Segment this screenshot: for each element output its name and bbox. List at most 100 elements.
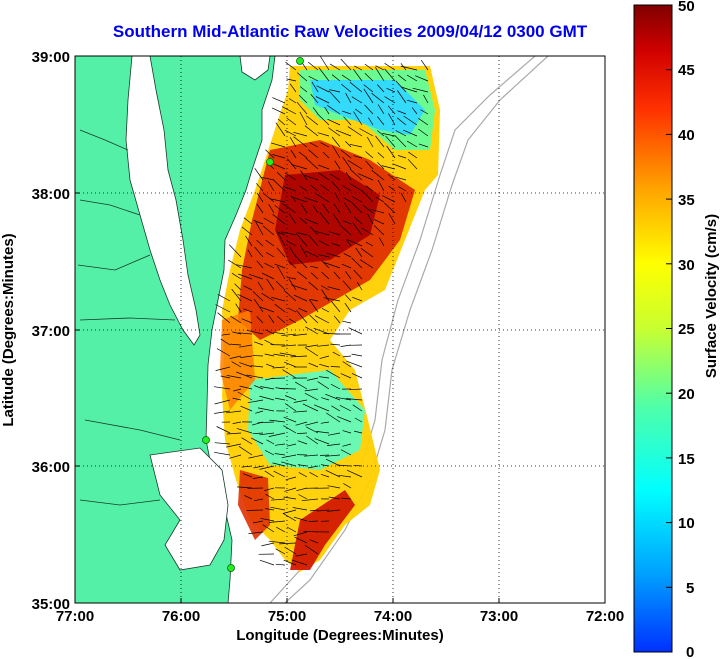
velocity-vector <box>345 271 352 280</box>
velocity-vector <box>262 192 275 203</box>
velocity-vector <box>406 74 418 82</box>
velocity-vector <box>272 214 286 225</box>
velocity-vector <box>353 464 363 467</box>
colorbar-tick-label: 15 <box>678 451 695 468</box>
velocity-vector <box>236 428 253 434</box>
velocity-vector <box>352 222 363 236</box>
velocity-vector <box>386 145 396 159</box>
velocity-vector <box>312 107 319 115</box>
velocity-vector <box>387 174 396 181</box>
velocity-vector <box>377 179 385 192</box>
velocity-vector <box>408 151 418 159</box>
velocity-vector <box>268 204 275 214</box>
velocity-vector <box>321 397 330 401</box>
velocity-vector <box>309 471 319 478</box>
velocity-vector <box>293 131 308 137</box>
velocity-vector <box>289 137 297 148</box>
velocity-vector <box>307 61 319 71</box>
field-west-orange <box>220 310 255 410</box>
velocity-vector <box>288 278 297 291</box>
velocity-vector <box>281 106 297 115</box>
velocity-vector <box>321 289 330 302</box>
velocity-vector <box>316 85 330 93</box>
velocity-vector <box>406 140 418 148</box>
velocity-vector <box>309 539 319 544</box>
velocity-vector <box>237 293 253 302</box>
velocity-vector <box>329 63 341 71</box>
velocity-vector <box>320 285 330 291</box>
velocity-vector <box>256 239 264 247</box>
velocity-vector <box>309 509 319 512</box>
velocity-vector <box>239 344 253 348</box>
velocity-vector <box>264 449 275 456</box>
velocity-vector <box>342 430 352 434</box>
x-tick-label: 74:00 <box>374 608 412 625</box>
velocity-vector <box>353 269 363 280</box>
velocity-vector <box>268 314 275 324</box>
station-marker <box>296 57 304 65</box>
velocity-vector <box>398 186 407 192</box>
velocity-vector <box>327 286 341 291</box>
velocity-vector <box>342 355 352 358</box>
velocity-vector <box>328 90 341 104</box>
velocity-vector <box>341 74 352 82</box>
velocity-vector <box>277 265 286 280</box>
velocity-vector <box>392 163 407 170</box>
velocity-vector <box>300 203 308 214</box>
velocity-vector <box>237 486 253 489</box>
velocity-vector <box>365 241 374 247</box>
velocity-vector <box>305 421 319 426</box>
velocity-vector <box>400 86 418 93</box>
velocity-vector <box>217 312 231 324</box>
pamlico-sound <box>149 447 229 571</box>
velocity-vector <box>281 231 297 236</box>
velocity-vector <box>304 218 319 225</box>
velocity-vector <box>304 125 319 137</box>
velocity-vector <box>330 383 341 390</box>
velocity-vector <box>216 426 231 434</box>
velocity-vector <box>299 111 308 126</box>
map-title: Southern Mid-Atlantic Raw Velocities 200… <box>112 22 588 41</box>
velocity-vector <box>259 432 275 436</box>
velocity-vector <box>309 142 319 148</box>
velocity-vector <box>246 374 264 379</box>
velocity-vector <box>377 116 385 126</box>
velocity-vector <box>420 59 429 71</box>
velocity-vector <box>274 263 286 269</box>
velocity-vector <box>328 496 341 500</box>
colorbar-tick-label: 25 <box>678 321 695 338</box>
velocity-vector <box>282 203 297 214</box>
velocity-vector <box>352 296 363 302</box>
velocity-vector <box>363 88 374 104</box>
velocity-vector <box>266 252 275 258</box>
velocity-vector <box>287 307 297 313</box>
velocity-vector <box>290 355 308 358</box>
velocity-vector <box>272 179 286 192</box>
velocity-vector <box>259 306 275 313</box>
velocity-vector <box>418 128 429 137</box>
velocity-vector <box>279 388 297 390</box>
velocity-vector <box>276 315 286 324</box>
velocity-vector <box>255 410 264 414</box>
velocity-vector <box>347 126 363 137</box>
velocity-vector <box>319 355 330 359</box>
velocity-vector <box>272 97 286 104</box>
velocity-vector <box>253 341 264 346</box>
velocity-vector <box>366 213 374 225</box>
velocity-vector <box>308 520 319 522</box>
velocity-vector <box>326 369 341 379</box>
velocity-vector <box>319 376 330 379</box>
velocity-vector <box>340 373 352 379</box>
velocity-vector <box>235 303 242 313</box>
velocity-vector <box>234 283 242 291</box>
velocity-vector <box>342 110 352 115</box>
velocity-vector <box>340 449 352 456</box>
velocity-vector <box>226 432 242 435</box>
velocity-vector <box>256 192 264 203</box>
velocity-vector <box>226 443 242 448</box>
velocity-vector <box>295 256 308 269</box>
velocity-vector <box>226 375 242 379</box>
velocity-vector <box>231 361 242 368</box>
velocity-vector <box>264 470 275 478</box>
rivers <box>77 129 181 506</box>
